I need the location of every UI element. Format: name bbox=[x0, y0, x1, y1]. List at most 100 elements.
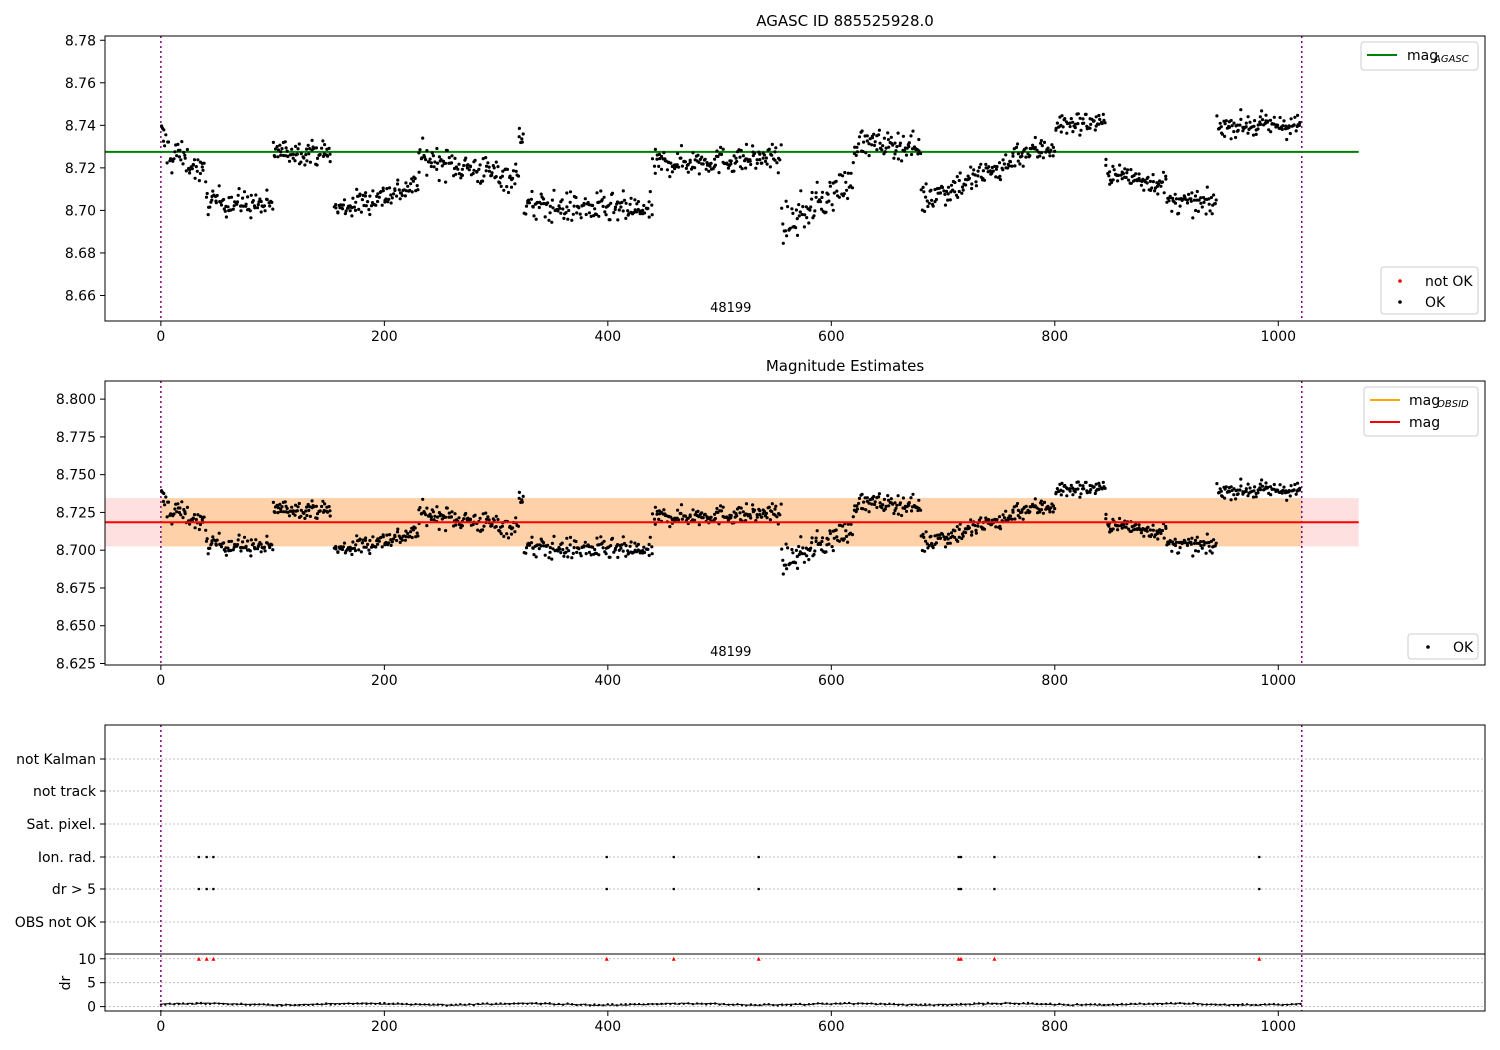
dr-point bbox=[325, 1002, 328, 1005]
ok-point bbox=[680, 164, 685, 168]
ok-point bbox=[506, 536, 511, 540]
ok-point bbox=[305, 159, 309, 163]
dr-point bbox=[1205, 1003, 1209, 1006]
ok-point bbox=[541, 541, 546, 545]
ok-point bbox=[1020, 151, 1024, 155]
x-tick-label: 200 bbox=[371, 329, 398, 345]
ok-point bbox=[865, 134, 869, 138]
dr-point bbox=[235, 1003, 239, 1006]
ok-point bbox=[420, 511, 424, 515]
ok-point bbox=[208, 546, 212, 550]
ok-point bbox=[531, 205, 535, 209]
ok-point bbox=[1021, 517, 1025, 521]
ok-point bbox=[703, 512, 707, 516]
ok-point bbox=[735, 159, 739, 164]
ok-point bbox=[943, 203, 948, 207]
ok-point bbox=[1097, 481, 1101, 485]
dr-point bbox=[195, 1001, 198, 1005]
ok-point bbox=[353, 208, 358, 212]
ok-point bbox=[854, 153, 858, 157]
flag-row-label: not Kalman bbox=[16, 752, 96, 768]
ok-point bbox=[1042, 140, 1047, 144]
dr-point bbox=[678, 1002, 681, 1006]
ok-point bbox=[393, 187, 397, 191]
ok-point bbox=[739, 506, 743, 510]
x-tick-label: 600 bbox=[818, 673, 845, 689]
ok-point bbox=[1060, 481, 1064, 485]
ok-point bbox=[998, 527, 1003, 531]
ok-point bbox=[475, 169, 479, 174]
ok-point bbox=[235, 202, 239, 206]
ok-point bbox=[1134, 522, 1138, 527]
ok-point bbox=[396, 178, 400, 182]
ok-point bbox=[420, 156, 424, 160]
ok-point bbox=[273, 147, 278, 151]
ok-point bbox=[433, 160, 437, 164]
ok-point bbox=[1276, 123, 1280, 127]
ok-point bbox=[1218, 121, 1222, 125]
ok-point bbox=[307, 152, 311, 156]
dr-tick-label: 10 bbox=[78, 952, 96, 968]
ok-point bbox=[392, 192, 396, 196]
dr-point bbox=[874, 1003, 878, 1006]
ok-point bbox=[748, 159, 752, 163]
ok-point bbox=[466, 516, 470, 520]
ok-point bbox=[195, 169, 199, 173]
ok-point bbox=[476, 528, 480, 532]
ok-point bbox=[1207, 540, 1211, 545]
ok-point bbox=[1071, 130, 1075, 134]
ok-point bbox=[809, 205, 813, 209]
dr-point bbox=[508, 1002, 511, 1006]
flag-point bbox=[957, 855, 961, 859]
ok-point bbox=[1104, 512, 1108, 517]
ok-point bbox=[582, 544, 586, 548]
ok-point bbox=[386, 200, 390, 204]
ok-point bbox=[974, 180, 978, 184]
y-tick-label: 8.74 bbox=[65, 118, 96, 134]
dr-point bbox=[275, 1004, 279, 1007]
ok-point bbox=[820, 190, 825, 194]
x-tick-label: 800 bbox=[1041, 1019, 1068, 1035]
dr-point bbox=[1017, 1002, 1021, 1006]
ok-point bbox=[584, 552, 588, 556]
ok-point bbox=[696, 509, 700, 513]
ok-point bbox=[1297, 123, 1301, 127]
ok-point bbox=[762, 509, 767, 513]
ok-point bbox=[235, 543, 240, 547]
ok-point bbox=[376, 537, 380, 541]
ok-point bbox=[930, 198, 934, 202]
ok-point bbox=[1239, 477, 1243, 481]
y-tick-label: 8.66 bbox=[65, 288, 96, 304]
ok-point bbox=[990, 165, 994, 170]
ok-point bbox=[537, 205, 541, 210]
ok-point bbox=[1097, 487, 1101, 491]
ok-point bbox=[894, 506, 898, 510]
ok-point bbox=[1272, 482, 1276, 487]
flag-point bbox=[959, 855, 963, 859]
ok-point bbox=[878, 141, 882, 145]
dr-point bbox=[897, 1003, 900, 1007]
ok-point bbox=[237, 187, 241, 191]
ok-point bbox=[388, 533, 392, 537]
ok-point bbox=[652, 164, 657, 168]
ok-point bbox=[193, 526, 197, 530]
ok-point bbox=[857, 135, 862, 139]
ok-point bbox=[314, 146, 318, 150]
ok-point bbox=[1016, 159, 1020, 163]
ok-point bbox=[547, 218, 551, 222]
ok-point bbox=[658, 157, 662, 161]
ok-point bbox=[224, 553, 228, 557]
ok-point bbox=[1185, 198, 1189, 202]
dr-point bbox=[271, 1003, 274, 1007]
dr-point bbox=[794, 1002, 797, 1006]
ok-point bbox=[1065, 131, 1069, 135]
ok-point bbox=[192, 158, 197, 162]
ok-point bbox=[509, 532, 514, 536]
ok-point bbox=[641, 208, 645, 212]
ok-point bbox=[927, 201, 931, 205]
ok-point bbox=[1151, 173, 1155, 177]
ok-point bbox=[477, 167, 481, 171]
ok-point bbox=[668, 525, 672, 529]
ok-point bbox=[320, 146, 324, 150]
ok-point bbox=[520, 140, 524, 144]
